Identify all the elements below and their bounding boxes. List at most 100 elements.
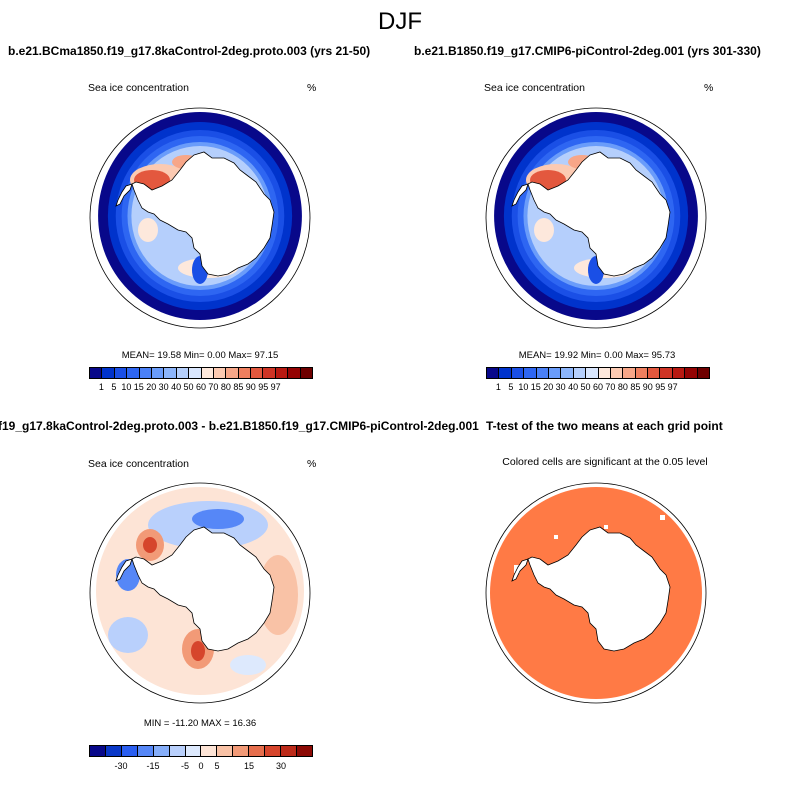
panel3-map — [89, 482, 311, 704]
colorbar-swatch — [251, 368, 264, 378]
colorbar-swatch — [598, 368, 611, 378]
colorbar-swatch — [623, 368, 636, 378]
colorbar-tick-label: -15 — [146, 761, 160, 771]
panel1-variable: Sea ice concentration — [88, 82, 189, 94]
bellingshausen-ice — [138, 218, 158, 242]
map-boundary-circle — [485, 107, 707, 329]
panel1-stats: MEAN= 19.58 Min= 0.00 Max= 97.15 — [121, 350, 279, 361]
diff-negative-core — [192, 509, 244, 529]
colorbar-tick-label: 15 — [530, 382, 541, 392]
panel2-colorbar — [486, 367, 710, 379]
panel2-units: % — [704, 82, 714, 94]
colorbar-swatch — [213, 368, 227, 378]
colorbar-swatch — [90, 368, 103, 378]
colorbar-tick-label: 50 — [183, 382, 194, 392]
colorbar-swatch — [275, 368, 289, 378]
colorbar-tick-label: 10 — [121, 382, 132, 392]
colorbar-tick-label: 40 — [568, 382, 579, 392]
colorbar-tick-label: 40 — [171, 382, 182, 392]
antarctica-landmass — [131, 151, 275, 277]
colorbar-swatch — [226, 368, 239, 378]
colorbar-swatch — [672, 368, 686, 378]
colorbar-swatch — [573, 368, 587, 378]
colorbar-tick-label: 5 — [508, 382, 514, 392]
colorbar-swatch — [635, 368, 649, 378]
colorbar-tick-label: 15 — [133, 382, 144, 392]
colorbar-swatch — [233, 746, 250, 756]
colorbar-tick-label: 30 — [275, 761, 287, 771]
colorbar-swatch — [660, 368, 673, 378]
panel4-title: T-test of the two means at each grid poi… — [486, 419, 723, 433]
colorbar-swatch — [685, 368, 698, 378]
colorbar-tick-label: 70 — [605, 382, 616, 392]
colorbar-tick-label: 20 — [543, 382, 554, 392]
panel2-title: b.e21.B1850.f19_g17.CMIP6-piControl-2deg… — [414, 44, 761, 58]
panel1-colorbar-labels: 1 5 10 15 20 30 40 50 60 70 80 85 90 95 97 — [89, 382, 313, 394]
antarctic-peninsula — [115, 183, 133, 207]
colorbar-tick-label: 1 — [98, 382, 104, 392]
colorbar-tick-label: 97 — [270, 382, 281, 392]
antarctic-peninsula — [511, 183, 529, 207]
colorbar-tick-label: 80 — [617, 382, 628, 392]
panel2-variable: Sea ice concentration — [484, 82, 585, 94]
panel1-map — [89, 107, 311, 329]
panel1-title: b.e21.BCma1850.f19_g17.8kaControl-2deg.p… — [8, 44, 371, 58]
colorbar-swatch — [164, 368, 177, 378]
colorbar-swatch — [151, 368, 165, 378]
colorbar-tick-label: -5 — [180, 761, 190, 771]
colorbar-swatch — [249, 746, 266, 756]
panel1-colorbar — [89, 367, 313, 379]
colorbar-tick-label: 85 — [630, 382, 641, 392]
panel4-map — [485, 482, 707, 704]
colorbar-tick-label: 15 — [243, 761, 255, 771]
colorbar-tick-label: 0 — [198, 761, 204, 771]
ttest-gap — [554, 535, 558, 539]
colorbar-tick-label: 5 — [214, 761, 220, 771]
colorbar-swatch — [697, 368, 710, 378]
bellingshausen-ice — [534, 218, 554, 242]
map-boundary-circle — [485, 482, 707, 704]
colorbar-tick-label: 20 — [146, 382, 157, 392]
map-boundary-circle — [89, 107, 311, 329]
colorbar-swatch — [536, 368, 549, 378]
ttest-gap — [660, 515, 665, 520]
antarctica-landmass — [131, 526, 275, 652]
colorbar-swatch — [127, 368, 140, 378]
colorbar-tick-label: 50 — [580, 382, 591, 392]
colorbar-swatch — [610, 368, 624, 378]
colorbar-swatch — [561, 368, 574, 378]
colorbar-tick-label: 97 — [667, 382, 678, 392]
diff-south-negative — [230, 655, 266, 675]
colorbar-tick-label: 70 — [208, 382, 219, 392]
colorbar-swatch — [189, 368, 202, 378]
diff-weddell-peak — [143, 537, 157, 553]
panel2-map — [485, 107, 707, 329]
colorbar-tick-label: 10 — [518, 382, 529, 392]
panel4-subtitle: Colored cells are significant at the 0.0… — [502, 456, 708, 468]
colorbar-swatch — [137, 746, 154, 756]
panel2-colorbar-labels: 1 5 10 15 20 30 40 50 60 70 80 85 90 95 97 — [486, 382, 710, 394]
colorbar-tick-label: 90 — [245, 382, 256, 392]
colorbar-tick-label: 1 — [495, 382, 501, 392]
colorbar-swatch — [169, 746, 186, 756]
colorbar-swatch — [139, 368, 152, 378]
colorbar-swatch — [90, 746, 106, 756]
colorbar-swatch — [201, 368, 214, 378]
colorbar-swatch — [185, 746, 202, 756]
colorbar-swatch — [586, 368, 599, 378]
colorbar-swatch — [114, 368, 128, 378]
panel1-units: % — [307, 82, 317, 94]
colorbar-tick-label: 30 — [158, 382, 169, 392]
panel3-variable: Sea ice concentration — [88, 458, 189, 470]
colorbar-swatch — [648, 368, 661, 378]
colorbar-swatch — [524, 368, 537, 378]
colorbar-tick-label: 95 — [655, 382, 666, 392]
colorbar-swatch — [265, 746, 282, 756]
colorbar-swatch — [281, 746, 297, 756]
colorbar-swatch — [548, 368, 562, 378]
antarctica-landmass — [527, 151, 671, 277]
ttest-gap — [604, 525, 608, 529]
colorbar-swatch — [263, 368, 276, 378]
colorbar-swatch — [105, 746, 122, 756]
colorbar-swatch — [176, 368, 190, 378]
